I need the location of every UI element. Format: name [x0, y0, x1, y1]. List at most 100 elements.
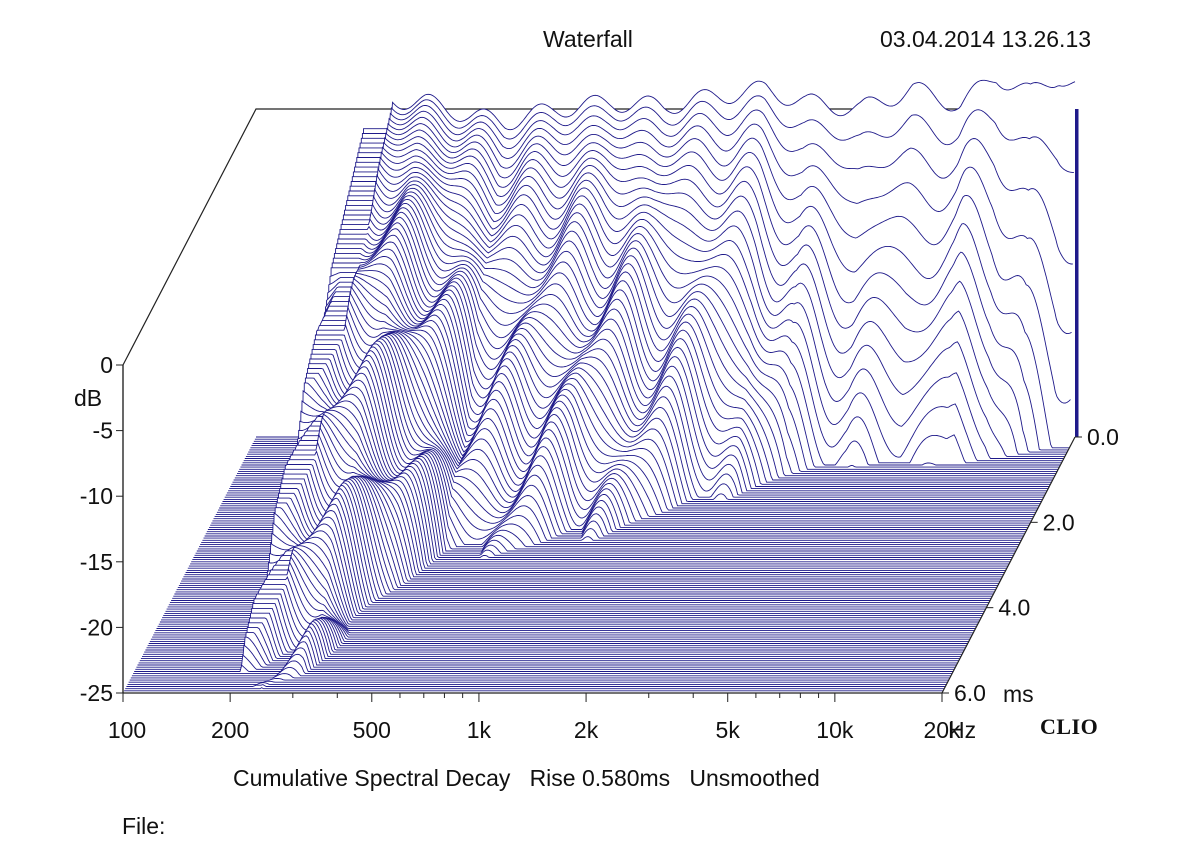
slice-line: [129, 678, 949, 681]
slice-line: [127, 682, 947, 685]
z-tick-label: 2.0: [1043, 509, 1075, 535]
slice-line: [188, 409, 1008, 567]
slice-line: [169, 488, 989, 604]
slice-line: [232, 202, 1052, 483]
slice-line: [156, 548, 976, 629]
decay-slice: [149, 583, 969, 642]
slice-line: [222, 256, 1042, 502]
slice-line: [210, 314, 1030, 526]
decay-slice: [148, 588, 968, 644]
slice-line: [219, 272, 1039, 509]
slice-line: [186, 413, 1006, 571]
slice-line: [137, 635, 957, 666]
slice-line: [202, 343, 1022, 541]
slice-line: [226, 228, 1046, 494]
slice-line: [185, 416, 1005, 573]
slice-line: [155, 551, 975, 632]
slice-line: [148, 588, 968, 644]
slice-line: [235, 191, 1055, 477]
slice-line: [181, 440, 1001, 582]
slice-line: [146, 598, 966, 649]
slice-line: [207, 333, 1027, 530]
slice-line: [150, 576, 970, 640]
y-tick-label: -20: [80, 614, 113, 640]
slice-line: [153, 561, 973, 636]
slice-line: [200, 350, 1020, 546]
slice-line: [147, 593, 967, 647]
y-tick-label: -10: [80, 483, 113, 509]
slice-line: [175, 473, 995, 593]
slice-line: [239, 180, 1059, 470]
slice-line: [240, 173, 1060, 468]
slice-line: [154, 555, 974, 634]
axes: [116, 364, 1082, 702]
decay-slice: [126, 684, 946, 687]
slice-fill: [176, 469, 996, 590]
slice-line: [254, 95, 1074, 440]
decay-slice: [125, 687, 945, 690]
slice-line: [180, 450, 999, 584]
x-tick-label: 5k: [716, 717, 741, 743]
slice-line: [237, 187, 1056, 475]
slice-line: [133, 660, 953, 675]
waterfall-slices: [123, 79, 1076, 694]
slice-line: [138, 630, 958, 664]
slice-line: [253, 104, 1073, 442]
slice-line: [249, 129, 1069, 451]
x-tick-label: 20k: [923, 717, 961, 743]
slice-line: [252, 110, 1072, 444]
slice-line: [233, 198, 1053, 481]
slice-line: [157, 546, 977, 627]
clio-brand-logo: CLIO: [1040, 714, 1099, 739]
decay-slice: [147, 593, 967, 647]
slice-line: [139, 626, 959, 662]
chart-timestamp: 03.04.2014 13.26.13: [880, 26, 1092, 52]
slice-line: [220, 270, 1040, 507]
chart-caption: Cumulative Spectral Decay Rise 0.580ms U…: [233, 765, 820, 791]
slice-line: [199, 354, 1018, 548]
slice-line: [131, 666, 951, 677]
slice-line: [172, 482, 992, 599]
decay-slice: [128, 680, 948, 683]
decay-slice: [176, 468, 996, 591]
slice-line: [142, 617, 961, 657]
slice-line: [212, 297, 1032, 522]
slice-line: [173, 480, 993, 597]
slice-fill: [133, 660, 953, 674]
slice-line: [206, 334, 1026, 533]
x-tick-label: 10k: [816, 717, 854, 743]
slice-line: [201, 346, 1021, 543]
decay-slice: [145, 603, 965, 651]
slice-line: [218, 275, 1037, 511]
slice-line: [203, 340, 1023, 539]
slice-line: [144, 607, 964, 653]
z-tick-label: 6.0: [954, 680, 986, 706]
z-tick-label: 4.0: [998, 595, 1030, 621]
x-tick-label: 2k: [574, 717, 599, 743]
slice-fill: [131, 667, 951, 676]
decay-slice: [152, 567, 972, 638]
slice-line: [168, 492, 988, 606]
slice-line: [231, 207, 1051, 485]
slice-line: [224, 241, 1044, 498]
y-tick-label: 0: [100, 352, 113, 378]
slice-line: [183, 426, 1003, 578]
slice-line: [136, 641, 956, 668]
tick-labels: 100 200 500 1k 2k 5k 10k 20k 0 -5 -10 -15 -20 -25 0.0 2…: [80, 352, 1119, 743]
z-axis-unit-label: ms: [1003, 681, 1034, 707]
slice-line: [211, 306, 1031, 524]
slice-line: [178, 459, 998, 586]
slice-line: [242, 161, 1062, 464]
slice-line: [176, 468, 996, 591]
slice-line: [174, 478, 994, 595]
slice-line: [244, 151, 1064, 459]
x-tick-label: 500: [353, 717, 391, 743]
x-tick-label: 1k: [467, 717, 492, 743]
slice-line: [143, 612, 963, 655]
decay-slice: [130, 673, 950, 679]
decay-slice: [146, 598, 966, 649]
slice-line: [130, 673, 950, 679]
slice-line: [241, 167, 1061, 466]
slice-line: [213, 291, 1033, 520]
